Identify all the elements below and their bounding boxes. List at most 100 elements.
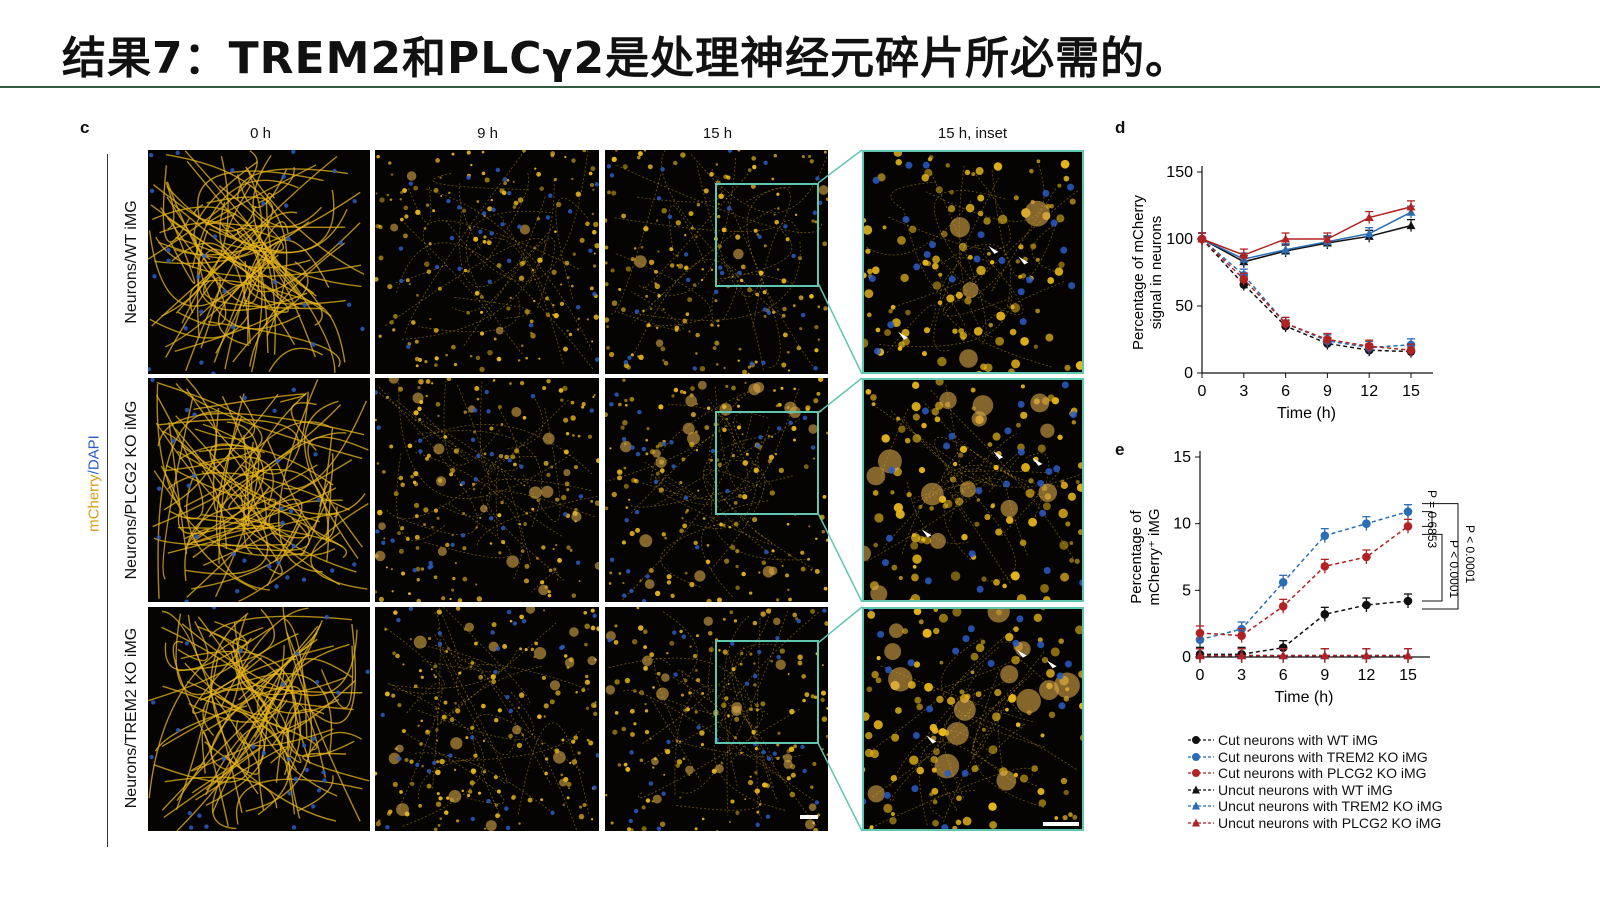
data-point bbox=[1239, 274, 1249, 284]
micrograph-plcg2-inset bbox=[862, 378, 1084, 602]
micrograph-wt-0h bbox=[148, 150, 370, 374]
y-tick-label: 0 bbox=[1184, 365, 1193, 382]
data-point bbox=[1406, 345, 1416, 355]
series-line bbox=[1201, 206, 1412, 256]
legend-symbol bbox=[1188, 769, 1214, 778]
x-tick-label: 3 bbox=[1237, 667, 1246, 684]
inset-region-trem2 bbox=[715, 640, 819, 744]
inset-scale-bar bbox=[1043, 822, 1079, 826]
axes: 0 5 10 15 0 3 6 9 12 15 Time (h) Percentage ofmCher… bbox=[1128, 449, 1430, 706]
data-point bbox=[1362, 600, 1371, 610]
data-point bbox=[1406, 221, 1416, 230]
row-label-plcg2: Neurons/PLCG2 KO iMG bbox=[123, 400, 140, 580]
data-point bbox=[1195, 651, 1205, 660]
bracket-p1 bbox=[1422, 511, 1433, 527]
series-line bbox=[1201, 238, 1412, 353]
legend-label: Uncut neurons with WT iMG bbox=[1218, 781, 1393, 798]
legend-label: Uncut neurons with TREM2 KO iMG bbox=[1218, 798, 1443, 814]
legend-item: Cut neurons with TREM2 KO iMG bbox=[1188, 749, 1443, 766]
y-axis-label: Percentage ofmCherry⁺ iMG bbox=[1128, 508, 1163, 605]
data-point bbox=[1403, 651, 1413, 660]
row-group-rule bbox=[107, 154, 108, 847]
micrograph-wt-9h bbox=[375, 150, 599, 374]
y-tick-label: 5 bbox=[1182, 582, 1191, 599]
data-point bbox=[1281, 319, 1290, 328]
inset-region-wt bbox=[715, 183, 819, 287]
x-tick-label: 3 bbox=[1239, 383, 1248, 400]
data-point bbox=[1403, 522, 1413, 531]
data-point bbox=[1278, 578, 1288, 587]
inset-region-plcg2 bbox=[715, 411, 819, 515]
series-cut_trem2 bbox=[1195, 504, 1413, 647]
series-line bbox=[1201, 238, 1412, 351]
series-uncut_trem2 bbox=[1197, 205, 1416, 266]
data-point bbox=[1362, 552, 1371, 562]
data-point bbox=[1403, 507, 1413, 516]
data-point bbox=[1197, 234, 1207, 244]
legend-symbol bbox=[1188, 736, 1214, 745]
x-tick-label: 15 bbox=[1402, 383, 1420, 400]
data-point bbox=[1278, 643, 1288, 652]
col-head-9h: 9 h bbox=[477, 125, 498, 142]
data-point bbox=[1278, 602, 1288, 611]
series-line bbox=[1199, 525, 1409, 637]
inset-frame-plcg2 bbox=[862, 378, 1084, 602]
data-point bbox=[1364, 213, 1374, 222]
bracket-p3 bbox=[1422, 503, 1459, 610]
series-line bbox=[1199, 510, 1409, 641]
micrograph-plcg2-0h bbox=[148, 378, 370, 602]
col-head-15h: 15 h bbox=[702, 125, 733, 142]
legend-symbol bbox=[1188, 752, 1214, 761]
micrograph-trem2-inset bbox=[862, 607, 1084, 831]
x-tick-label: 9 bbox=[1320, 667, 1329, 684]
data-point bbox=[1281, 234, 1291, 243]
col-head-15h-inset: 15 h, inset bbox=[937, 125, 1008, 142]
legend-symbol bbox=[1188, 818, 1214, 827]
data-point bbox=[1361, 651, 1371, 660]
y-axis-label: Percentage of mCherrysignal in neurons bbox=[1130, 194, 1165, 350]
data-point bbox=[1364, 341, 1374, 351]
inset-frame-trem2 bbox=[862, 607, 1084, 831]
x-tick-label: 6 bbox=[1281, 383, 1290, 400]
p-value-label-1: P < 0.0001 bbox=[1447, 540, 1461, 598]
series-cut_wt bbox=[1197, 232, 1416, 358]
micrograph-trem2-0h bbox=[148, 607, 370, 831]
data-point bbox=[1320, 562, 1330, 571]
chart-d: 0 50 100 150 0 3 6 9 12 15 Time (h) Percentage of m… bbox=[1130, 164, 1433, 422]
data-point bbox=[1406, 202, 1416, 211]
y-tick-label: 100 bbox=[1166, 231, 1193, 248]
data-point bbox=[1320, 531, 1330, 540]
series-line bbox=[1200, 600, 1409, 656]
chart-e: 0 5 10 15 0 3 6 9 12 15 Time (h) Percentage ofmCher… bbox=[1128, 449, 1477, 706]
data-point bbox=[1362, 519, 1371, 528]
scale-bar bbox=[800, 815, 818, 819]
data-point bbox=[1403, 596, 1413, 606]
legend-symbol bbox=[1188, 785, 1214, 794]
legend-label: Cut neurons with WT iMG bbox=[1218, 732, 1379, 748]
x-tick-label: 12 bbox=[1358, 667, 1376, 684]
x-tick-label: 15 bbox=[1399, 667, 1417, 684]
chart-legend: Cut neurons with WT iMG Cut neurons with … bbox=[1188, 732, 1443, 831]
legend-label: Cut neurons with PLCG2 KO iMG bbox=[1218, 765, 1427, 781]
micrograph-trem2-9h bbox=[375, 607, 599, 831]
series-cut_wt bbox=[1195, 593, 1413, 662]
data-point bbox=[1195, 628, 1205, 638]
y-tick-label: 50 bbox=[1175, 298, 1193, 315]
data-point bbox=[1239, 250, 1249, 259]
axes: 0 50 100 150 0 3 6 9 12 15 Time (h) Percentage of m… bbox=[1130, 164, 1433, 422]
significance-brackets: P = 0.6853 P < 0.0001 P < 0.0001 bbox=[1422, 490, 1477, 610]
data-point bbox=[1322, 234, 1332, 243]
panel-c-letter: c bbox=[80, 118, 90, 137]
legend-item: Uncut neurons with TREM2 KO iMG bbox=[1188, 798, 1443, 815]
y-tick-label: 10 bbox=[1173, 516, 1191, 533]
data-point bbox=[1323, 335, 1332, 344]
legend-item: Cut neurons with WT iMG bbox=[1188, 732, 1443, 749]
series-uncut_plcg2 bbox=[1197, 200, 1416, 262]
x-tick-label: 9 bbox=[1323, 383, 1332, 400]
data-point bbox=[1320, 610, 1330, 619]
y-tick-label: 150 bbox=[1166, 164, 1193, 181]
p-value-label-2: P < 0.0001 bbox=[1463, 525, 1477, 583]
x-axis-label: Time (h) bbox=[1277, 405, 1336, 422]
slide-title: 结果7：TREM2和PLCγ2是处理神经元碎片所必需的。 bbox=[62, 33, 1191, 84]
panel-e-letter: e bbox=[1115, 440, 1125, 459]
